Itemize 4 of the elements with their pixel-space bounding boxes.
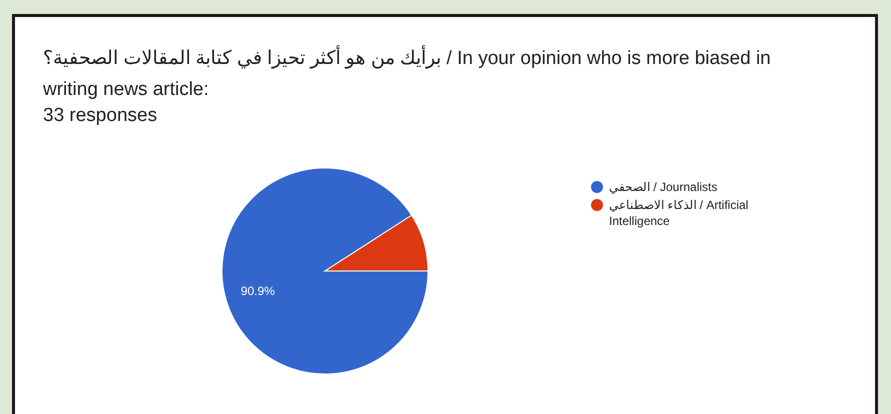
title: برأيك من هو أكثر تحيزا في كتابة المقالات الصحفية؟ / In your opinion who is more biased in writing news article:: [43, 43, 783, 105]
legend-label: الصحفي / Journalists: [609, 180, 718, 194]
subtitle: 33 responses: [43, 105, 158, 127]
legend-label: الذكاء الاصطناعي / Artificial Intelligence: [609, 198, 748, 228]
